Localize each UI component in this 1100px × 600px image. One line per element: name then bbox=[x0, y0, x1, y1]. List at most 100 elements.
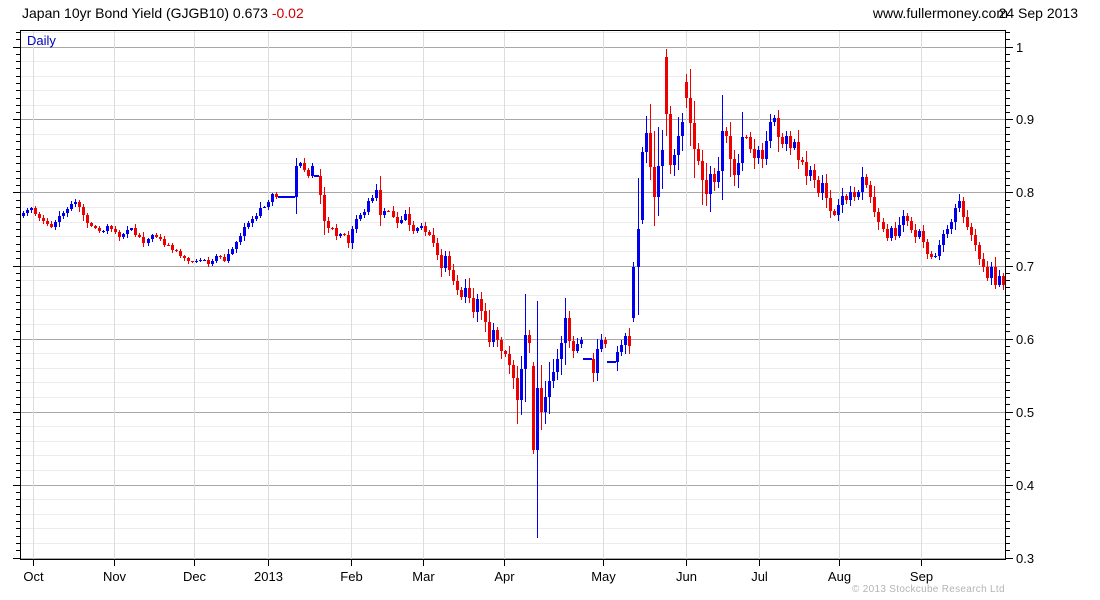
candle bbox=[869, 185, 872, 197]
candle bbox=[894, 228, 897, 236]
candlestick-series bbox=[22, 49, 1005, 538]
doji-dash bbox=[282, 196, 287, 198]
candle bbox=[556, 359, 559, 372]
candle bbox=[319, 176, 322, 195]
candle bbox=[753, 149, 756, 158]
candle bbox=[737, 163, 740, 175]
candle bbox=[657, 166, 660, 197]
candle bbox=[122, 234, 125, 237]
candle bbox=[58, 216, 61, 222]
doji-dash bbox=[314, 175, 319, 177]
website-text: www.fullermoney.com bbox=[872, 5, 1008, 21]
x-tick-label: Aug bbox=[828, 569, 851, 584]
candle bbox=[151, 235, 154, 239]
candle bbox=[813, 170, 816, 180]
candle bbox=[70, 204, 73, 209]
copyright-text: © 2013 Stockcube Research Ltd bbox=[852, 584, 1005, 595]
candle bbox=[882, 222, 885, 229]
candle bbox=[387, 211, 390, 212]
candle bbox=[801, 160, 804, 162]
candle bbox=[219, 256, 222, 257]
y-tick-label: 0.9 bbox=[1016, 112, 1034, 127]
candle bbox=[641, 152, 644, 220]
candle bbox=[86, 215, 89, 223]
candle bbox=[504, 351, 507, 354]
candle bbox=[428, 232, 431, 235]
axes bbox=[13, 30, 1013, 560]
candle bbox=[255, 216, 258, 219]
candle bbox=[420, 226, 423, 228]
candle bbox=[781, 137, 784, 144]
candle bbox=[950, 222, 953, 229]
candle bbox=[580, 340, 583, 344]
candle bbox=[299, 163, 302, 166]
candle bbox=[464, 288, 467, 297]
candle bbox=[620, 345, 623, 352]
candle bbox=[661, 150, 664, 166]
candle bbox=[62, 213, 65, 216]
candle bbox=[496, 330, 499, 340]
candle bbox=[375, 190, 378, 198]
candle bbox=[163, 239, 166, 245]
candle bbox=[914, 230, 917, 237]
candle bbox=[1002, 276, 1005, 285]
candle bbox=[516, 378, 519, 400]
y-tick-label: 0.6 bbox=[1016, 332, 1034, 347]
candle bbox=[448, 256, 451, 270]
candle bbox=[853, 192, 856, 197]
candle bbox=[412, 225, 415, 231]
candle bbox=[159, 237, 162, 239]
y-tick-label: 0.4 bbox=[1016, 478, 1034, 493]
doji-dash bbox=[278, 196, 283, 198]
candle bbox=[540, 388, 543, 412]
candle bbox=[857, 192, 860, 197]
candle bbox=[488, 322, 491, 342]
candle bbox=[717, 171, 720, 182]
candle bbox=[130, 228, 133, 230]
candle bbox=[560, 343, 563, 359]
candle bbox=[476, 299, 479, 312]
candle bbox=[809, 170, 812, 176]
candle bbox=[733, 159, 736, 175]
candle bbox=[592, 359, 595, 373]
candle bbox=[978, 245, 981, 259]
candle bbox=[351, 229, 354, 243]
y-tick-label: 0.7 bbox=[1016, 259, 1034, 274]
candle bbox=[637, 229, 640, 267]
candle bbox=[460, 290, 463, 297]
candle bbox=[970, 227, 973, 235]
candle bbox=[954, 208, 957, 222]
candle bbox=[50, 224, 53, 227]
candle bbox=[966, 217, 969, 227]
candle bbox=[468, 288, 471, 298]
candle bbox=[833, 211, 836, 215]
candle bbox=[681, 122, 684, 136]
candle bbox=[645, 133, 648, 152]
candle bbox=[793, 142, 796, 148]
candle bbox=[982, 259, 985, 267]
candle bbox=[994, 267, 997, 285]
candle bbox=[383, 211, 386, 215]
candle bbox=[251, 219, 254, 223]
candle bbox=[829, 198, 832, 211]
candle bbox=[231, 249, 234, 254]
candle bbox=[669, 114, 672, 165]
candle bbox=[902, 216, 905, 225]
candle bbox=[536, 388, 539, 450]
source-and-date-line: www.fullermoney.com 24 Sep 2013 bbox=[872, 5, 1078, 21]
candle bbox=[741, 137, 744, 163]
candle bbox=[817, 180, 820, 193]
candle bbox=[392, 211, 395, 217]
candle bbox=[106, 226, 109, 231]
x-tick-label: Jul bbox=[751, 569, 768, 584]
x-tick-label: 2013 bbox=[254, 569, 283, 584]
candle bbox=[359, 215, 362, 219]
candle bbox=[576, 344, 579, 351]
candle bbox=[729, 136, 732, 159]
candle bbox=[424, 226, 427, 232]
candle bbox=[596, 349, 599, 373]
doji-dash bbox=[583, 358, 588, 360]
doji-dash bbox=[611, 361, 616, 363]
candle bbox=[544, 397, 547, 412]
candle bbox=[701, 161, 704, 180]
